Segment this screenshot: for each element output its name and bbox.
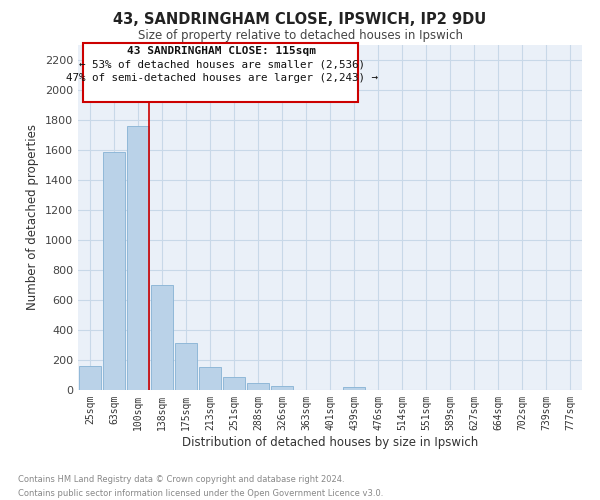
Text: 43 SANDRINGHAM CLOSE: 115sqm: 43 SANDRINGHAM CLOSE: 115sqm <box>127 46 316 56</box>
Bar <box>175 343 197 390</box>
Bar <box>271 386 293 390</box>
Bar <box>343 387 365 390</box>
Text: Size of property relative to detached houses in Ipswich: Size of property relative to detached ho… <box>137 29 463 42</box>
Y-axis label: Number of detached properties: Number of detached properties <box>26 124 40 310</box>
Bar <box>79 366 101 390</box>
X-axis label: Distribution of detached houses by size in Ipswich: Distribution of detached houses by size … <box>182 436 478 448</box>
Text: 47% of semi-detached houses are larger (2,243) →: 47% of semi-detached houses are larger (… <box>65 72 377 83</box>
Bar <box>247 382 269 390</box>
Bar <box>127 126 149 390</box>
Text: 43, SANDRINGHAM CLOSE, IPSWICH, IP2 9DU: 43, SANDRINGHAM CLOSE, IPSWICH, IP2 9DU <box>113 12 487 28</box>
FancyBboxPatch shape <box>83 44 358 102</box>
Bar <box>151 285 173 390</box>
Bar <box>103 152 125 390</box>
Text: Contains HM Land Registry data © Crown copyright and database right 2024.
Contai: Contains HM Land Registry data © Crown c… <box>18 476 383 498</box>
Bar <box>223 378 245 390</box>
Text: ← 53% of detached houses are smaller (2,536): ← 53% of detached houses are smaller (2,… <box>79 60 365 70</box>
Bar <box>199 367 221 390</box>
